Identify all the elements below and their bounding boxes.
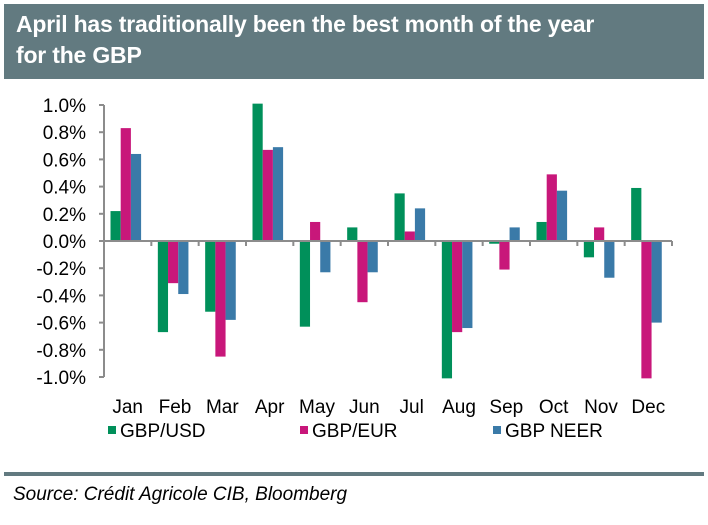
x-tick-label: Jan: [112, 397, 143, 418]
legend-swatch-gbp-neer: [493, 426, 501, 434]
bar-gbp-eur-sep: [499, 241, 510, 270]
y-tick-label: -0.2%: [36, 259, 86, 280]
legend-item-gbp-neer: GBP NEER: [493, 421, 603, 443]
legend-label-gbp-neer: GBP NEER: [505, 421, 603, 442]
bar-gbp-neer-jun: [367, 241, 378, 273]
legend-label-gbp-eur: GBP/EUR: [312, 421, 398, 442]
bar-gbp-neer-oct: [556, 190, 568, 241]
bar-gbp-eur-jan: [120, 128, 131, 241]
bar-gbp-usd-dec: [631, 187, 642, 241]
x-tick-label: Sep: [489, 397, 523, 418]
y-tick-label: 0.4%: [43, 178, 86, 199]
bar-gbp-eur-aug: [452, 241, 463, 333]
legend: GBP/USD GBP/EUR GBP NEER: [108, 421, 708, 447]
legend-label-gbp-usd: GBP/USD: [120, 421, 206, 442]
x-tick-label: Oct: [539, 397, 569, 418]
bar-chart: 1.0% 0.8% 0.6% 0.4% 0.2% 0.0% -0.2% -0.4% -0.6% -…: [36, 96, 673, 418]
chart-title-line-1: April has traditionally been the best mo…: [16, 11, 595, 37]
footer-divider: [4, 472, 704, 476]
bar-gbp-neer-may: [320, 241, 331, 273]
y-axis-labels: 1.0% 0.8% 0.6% 0.4% 0.2% 0.0% -0.2% -0.4% -0.6% -…: [36, 96, 86, 389]
bar-gbp-eur-may: [310, 221, 321, 241]
legend-swatch-gbp-usd: [108, 426, 116, 434]
bar-gbp-usd-may: [299, 241, 311, 327]
x-tick-label: Feb: [159, 397, 192, 418]
bar-gbp-neer-dec: [651, 241, 662, 323]
y-tick-label: -0.8%: [36, 341, 86, 362]
bar-gbp-usd-jun: [347, 227, 358, 241]
x-tick-label: Mar: [206, 397, 239, 418]
bar-gbp-usd-feb: [157, 241, 169, 333]
x-tick-label: Jun: [349, 397, 380, 418]
bar-gbp-neer-feb: [178, 241, 189, 295]
y-tick-label: 1.0%: [43, 96, 86, 117]
y-tick-label: 0.6%: [43, 150, 86, 171]
bar-gbp-neer-sep: [509, 227, 520, 241]
x-tick-label: Aug: [442, 397, 476, 418]
bar-gbp-eur-dec: [641, 241, 652, 379]
source-note: Source: Crédit Agricole CIB, Bloomberg: [13, 484, 348, 505]
bar-gbp-usd-jul: [394, 193, 405, 241]
bar-gbp-eur-oct: [546, 174, 557, 241]
bar-gbp-neer-apr: [272, 147, 284, 241]
bar-gbp-eur-jun: [357, 241, 368, 303]
bar-gbp-neer-aug: [462, 241, 473, 329]
y-tick-label: 0.8%: [43, 123, 86, 144]
bar-gbp-neer-nov: [604, 241, 615, 278]
legend-item-gbp-usd: GBP/USD: [108, 421, 206, 443]
bar-gbp-usd-oct: [536, 221, 547, 241]
bar-gbp-eur-feb: [168, 241, 179, 284]
bar-gbp-usd-sep: [489, 241, 500, 244]
x-tick-label: Jul: [400, 397, 424, 418]
bar-gbp-eur-apr: [262, 149, 273, 241]
bar-gbp-eur-jul: [404, 231, 415, 241]
bar-gbp-usd-aug: [441, 241, 453, 379]
bar-gbp-neer-mar: [225, 241, 236, 320]
legend-item-gbp-eur: GBP/EUR: [300, 421, 398, 443]
bar-gbp-usd-apr: [252, 103, 263, 241]
bar-gbp-usd-jan: [110, 211, 121, 241]
chart-title-banner: April has traditionally been the best mo…: [4, 4, 704, 79]
x-tick-label: Nov: [584, 397, 618, 418]
x-tick-label: Dec: [631, 397, 665, 418]
bar-gbp-neer-jul: [414, 208, 426, 241]
bar-gbp-eur-nov: [594, 227, 605, 241]
x-tick-label: Apr: [255, 397, 285, 418]
y-tick-label: -1.0%: [36, 368, 86, 389]
chart-title-line-2: for the GBP: [16, 42, 142, 68]
y-tick-label: 0.0%: [43, 232, 86, 253]
y-tick-label: -0.4%: [36, 286, 86, 307]
axes: [99, 104, 673, 378]
bar-gbp-usd-mar: [205, 241, 216, 312]
bars: [110, 103, 662, 379]
x-axis-labels: Jan Feb Mar Apr May Jun Jul Aug Sep Oct Nov Dec: [112, 397, 665, 418]
bar-gbp-eur-mar: [215, 241, 226, 357]
x-tick-label: May: [299, 397, 335, 418]
bar-gbp-neer-jan: [130, 153, 142, 241]
y-tick-label: 0.2%: [43, 205, 86, 226]
y-tick-label: -0.6%: [36, 314, 86, 335]
bar-gbp-usd-nov: [583, 241, 595, 258]
legend-swatch-gbp-eur: [300, 426, 308, 434]
